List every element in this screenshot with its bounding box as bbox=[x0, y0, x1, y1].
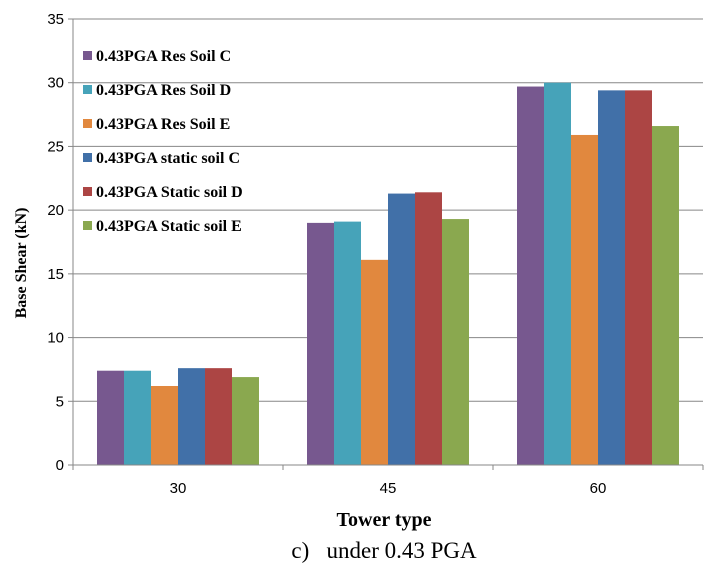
legend-label: 0.43PGA Res Soil E bbox=[96, 116, 230, 133]
bar-series-4-category-45 bbox=[388, 193, 415, 465]
x-tick-label: 60 bbox=[590, 480, 607, 497]
y-axis-title: Base Shear (kN) bbox=[13, 208, 30, 319]
y-tick-label: 20 bbox=[47, 202, 64, 219]
bar-series-1-category-60 bbox=[517, 86, 544, 465]
legend-swatch bbox=[83, 85, 92, 94]
bar-series-2-category-30 bbox=[124, 370, 151, 465]
bar-series-3-category-30 bbox=[151, 385, 178, 465]
bars bbox=[97, 82, 679, 466]
figure-caption: c) under 0.43 PGA bbox=[291, 538, 477, 563]
y-tick-label: 10 bbox=[47, 330, 64, 347]
legend-label: 0.43PGA Res Soil C bbox=[96, 48, 231, 65]
x-tick-label: 45 bbox=[380, 480, 397, 497]
bar-series-1-category-45 bbox=[307, 222, 334, 465]
legend-swatch bbox=[83, 221, 92, 230]
bar-series-2-category-60 bbox=[544, 82, 571, 465]
legend-swatch bbox=[83, 51, 92, 60]
y-tick-label: 15 bbox=[47, 266, 64, 283]
legend-swatch bbox=[83, 119, 92, 128]
bar-series-3-category-60 bbox=[571, 134, 598, 465]
legend: 0.43PGA Res Soil C 0.43PGA Res Soil D 0.43… bbox=[83, 48, 243, 235]
x-tick-label: 30 bbox=[170, 480, 187, 497]
y-tick-label: 0 bbox=[56, 457, 64, 474]
bar-series-4-category-30 bbox=[178, 368, 205, 465]
bar-series-6-category-60 bbox=[652, 126, 679, 465]
bar-series-6-category-45 bbox=[442, 219, 469, 465]
y-tick-label: 5 bbox=[56, 393, 64, 410]
legend-swatch bbox=[83, 153, 92, 162]
legend-label: 0.43PGA Static soil D bbox=[96, 184, 243, 201]
bar-series-3-category-45 bbox=[361, 259, 388, 465]
bar-series-5-category-30 bbox=[205, 368, 232, 465]
bar-series-6-category-30 bbox=[232, 377, 259, 465]
legend-label: 0.43PGA Static soil E bbox=[96, 218, 242, 235]
legend-label: 0.43PGA Res Soil D bbox=[96, 82, 231, 99]
y-tick-label: 30 bbox=[47, 75, 64, 92]
bar-series-5-category-60 bbox=[625, 90, 652, 466]
bar-series-1-category-30 bbox=[97, 370, 124, 465]
y-tick-label: 25 bbox=[47, 138, 64, 155]
bar-series-4-category-60 bbox=[598, 90, 625, 466]
x-axis-title: Tower type bbox=[337, 509, 432, 531]
bar-series-2-category-45 bbox=[334, 221, 361, 465]
y-tick-label: 35 bbox=[47, 11, 64, 28]
legend-swatch bbox=[83, 187, 92, 196]
axes: 0 5 10 15 20 25 30 35 30 45 60 bbox=[47, 11, 704, 497]
bar-series-5-category-45 bbox=[415, 192, 442, 465]
legend-label: 0.43PGA static soil C bbox=[96, 150, 240, 167]
